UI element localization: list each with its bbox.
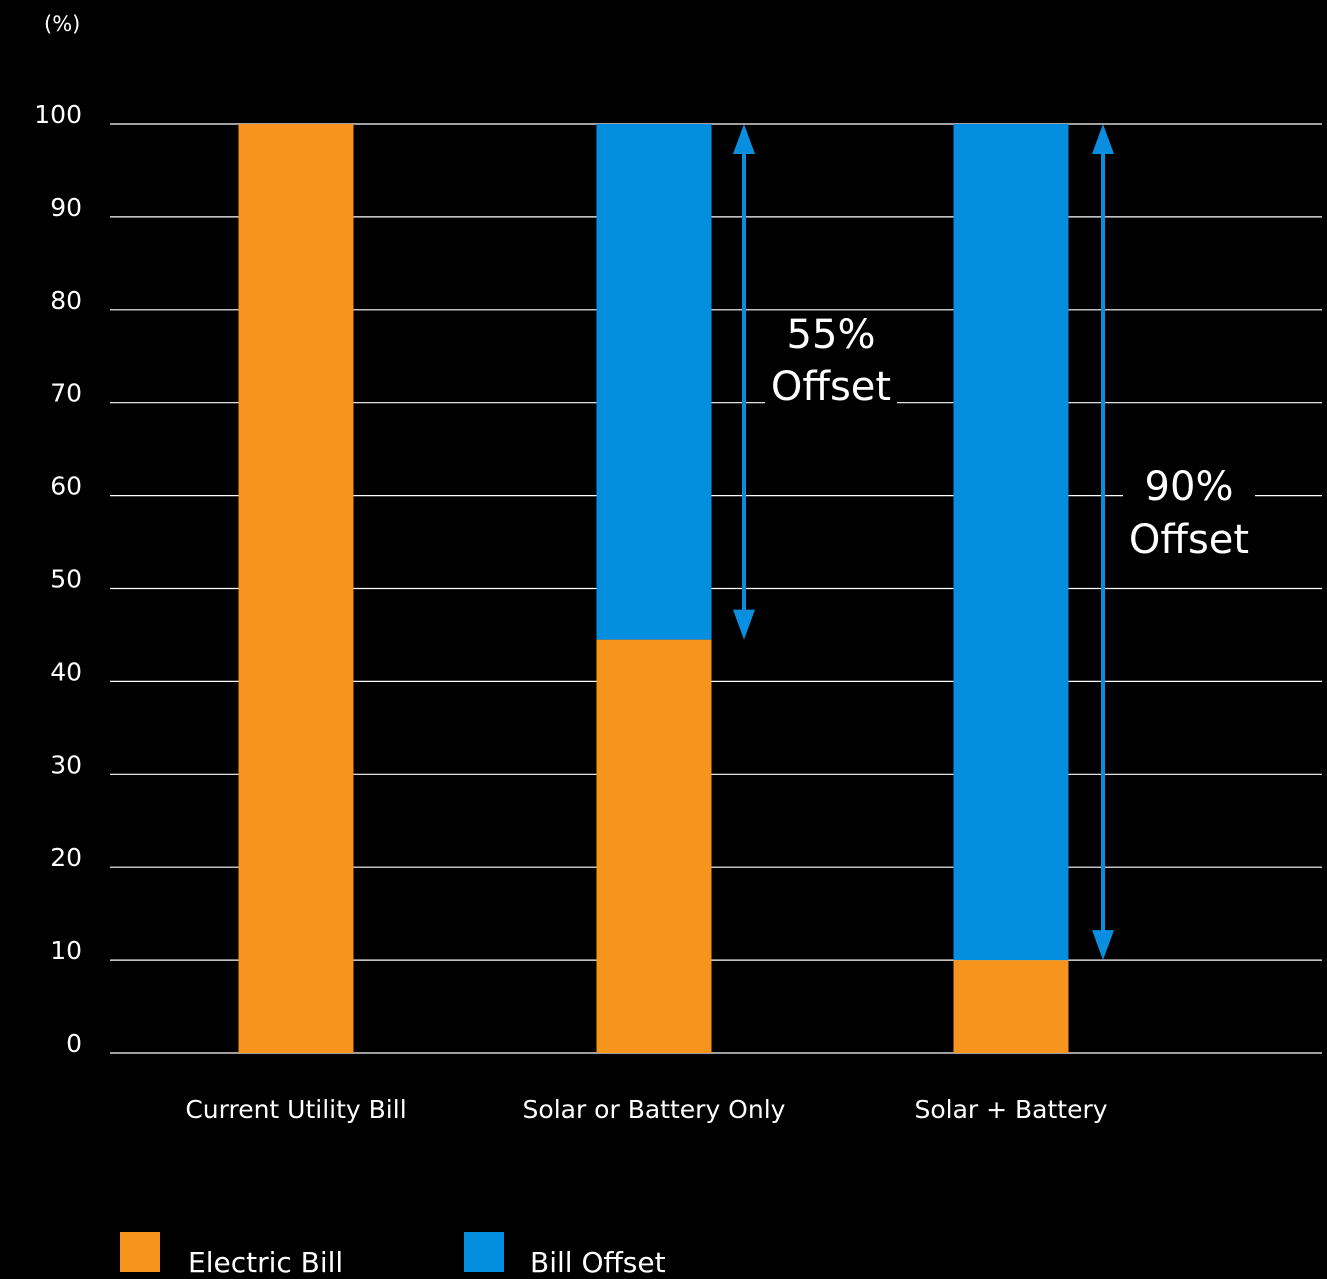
x-category-label-0: Current Utility Bill	[185, 1095, 406, 1124]
y-tick-label-20: 20	[50, 843, 82, 872]
offset-label-1-line-1: Offset	[1129, 517, 1249, 563]
bar-electric-bill-2	[953, 960, 1069, 1053]
offset-label-1-line-0: 90%	[1145, 464, 1234, 510]
offset-label-backing-1	[1123, 464, 1255, 564]
legend-swatch-electric-bill	[120, 1232, 160, 1272]
y-tick-label-50: 50	[50, 565, 82, 594]
y-tick-label-90: 90	[50, 193, 82, 222]
y-tick-label-100: 100	[34, 100, 82, 129]
y-tick-label-80: 80	[50, 286, 82, 315]
bar-bill-offset-2	[953, 124, 1069, 961]
offset-arrow-head-bottom-0	[733, 609, 755, 640]
offset-arrow-head-top-0	[733, 124, 755, 154]
bar-electric-bill-1	[596, 639, 712, 1053]
y-axis-unit-label: (%)	[44, 12, 81, 36]
offset-arrow-head-top-1	[1092, 124, 1114, 154]
y-tick-label-70: 70	[50, 379, 82, 408]
legend-swatch-bill-offset	[464, 1232, 504, 1272]
offset-annotations: 55% Offset 90% Offset	[733, 124, 1255, 961]
bars	[238, 124, 1069, 1053]
y-axis-ticks: 0 10 20 30 40 50 60 70 80 90 100	[34, 100, 82, 1058]
offset-arrow-head-bottom-1	[1092, 930, 1114, 961]
offset-label-backing-0	[765, 312, 897, 412]
bar-electric-bill-0	[238, 124, 354, 1053]
offset-label-0-line-0: 55%	[787, 312, 876, 358]
y-tick-label-10: 10	[50, 936, 82, 965]
x-category-label-2: Solar + Battery	[914, 1095, 1107, 1124]
offset-label-0-line-1: Offset	[771, 364, 891, 410]
x-axis-labels: Current Utility Bill Solar or Battery Onl…	[185, 1095, 1107, 1124]
y-tick-label-0: 0	[66, 1029, 82, 1058]
x-category-label-1: Solar or Battery Only	[523, 1095, 786, 1124]
y-tick-label-60: 60	[50, 472, 82, 501]
legend-label-electric-bill: Electric Bill	[188, 1246, 344, 1279]
legend-label-bill-offset: Bill Offset	[530, 1246, 666, 1279]
y-tick-label-30: 30	[50, 750, 82, 779]
bar-bill-offset-1	[596, 124, 712, 640]
y-tick-label-40: 40	[50, 657, 82, 686]
